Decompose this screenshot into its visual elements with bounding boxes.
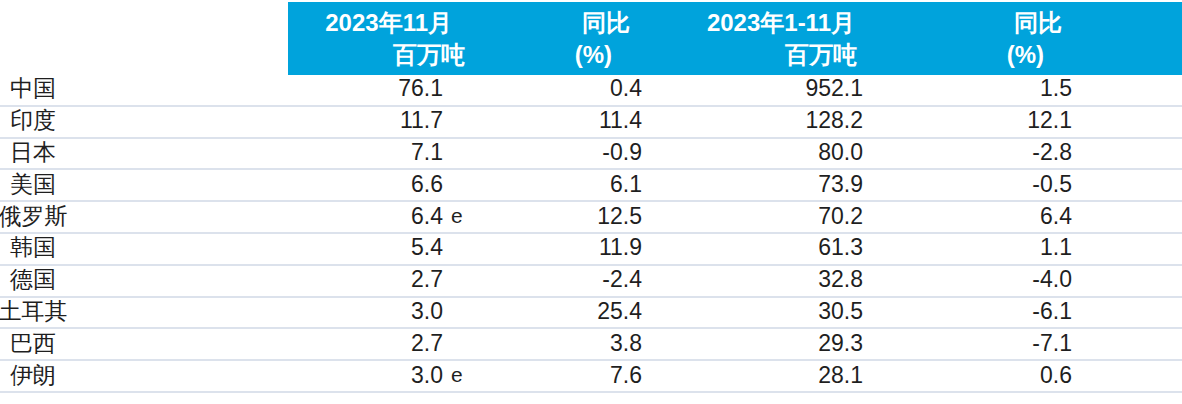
header-ytd-unit: 百万吨 bbox=[785, 41, 857, 69]
ytd-yoy-value: -4.0 bbox=[910, 266, 1072, 294]
country-label: 日本 bbox=[0, 139, 66, 167]
nov-yoy-value: -2.4 bbox=[480, 266, 642, 294]
ytd-mt-value: 32.8 bbox=[700, 266, 863, 294]
table-row-brazil: 巴西 2.7 3.8 29.3 -7.1 bbox=[0, 329, 1182, 361]
country-label: 巴西 bbox=[0, 329, 66, 357]
estimate-flag bbox=[451, 170, 475, 198]
estimate-flag bbox=[451, 75, 475, 103]
ytd-yoy-value: 12.1 bbox=[910, 107, 1072, 135]
nov-mt-value: 2.7 bbox=[280, 266, 443, 294]
estimate-flag bbox=[451, 234, 475, 262]
nov-mt-value: 5.4 bbox=[280, 234, 443, 262]
table-row-russia: 俄罗斯 6.4 e 12.5 70.2 6.4 bbox=[0, 202, 1182, 234]
ytd-mt-value: 73.9 bbox=[700, 170, 863, 198]
header-ytd-period: 2023年1-11月 bbox=[707, 9, 855, 37]
nov-mt-value: 2.7 bbox=[280, 329, 443, 357]
nov-yoy-value: 11.9 bbox=[480, 234, 642, 262]
header-nov-period: 2023年11月 bbox=[325, 9, 452, 37]
nov-yoy-value: 3.8 bbox=[480, 329, 642, 357]
country-label: 德国 bbox=[0, 266, 66, 294]
nov-yoy-value: -0.9 bbox=[480, 139, 642, 167]
estimate-flag bbox=[451, 329, 475, 357]
ytd-mt-value: 30.5 bbox=[700, 298, 863, 326]
estimate-flag bbox=[451, 266, 475, 294]
country-label: 印度 bbox=[0, 107, 66, 135]
table-row-japan: 日本 7.1 -0.9 80.0 -2.8 bbox=[0, 139, 1182, 171]
estimate-flag: e bbox=[451, 202, 475, 230]
estimate-flag: e bbox=[451, 361, 475, 389]
country-label: 土耳其 bbox=[0, 298, 66, 326]
header-ytd-yoy: 同比 bbox=[1014, 9, 1062, 37]
header-nov-unit: 百万吨 bbox=[393, 41, 465, 69]
country-label: 美国 bbox=[0, 170, 66, 198]
nov-mt-value: 76.1 bbox=[280, 75, 443, 103]
ytd-yoy-value: -7.1 bbox=[910, 329, 1072, 357]
estimate-flag bbox=[451, 298, 475, 326]
nov-mt-value: 6.6 bbox=[280, 170, 443, 198]
country-label: 韩国 bbox=[0, 234, 66, 262]
header-nov-yoy: 同比 bbox=[582, 9, 630, 37]
ytd-mt-value: 61.3 bbox=[700, 234, 863, 262]
table-row-china: 中国 76.1 0.4 952.1 1.5 bbox=[0, 75, 1182, 107]
header-ytd-yoy-unit: (%) bbox=[1007, 41, 1044, 69]
nov-mt-value: 6.4 bbox=[280, 202, 443, 230]
ytd-mt-value: 952.1 bbox=[700, 75, 863, 103]
table-row-iran: 伊朗 3.0 e 7.6 28.1 0.6 bbox=[0, 361, 1182, 393]
ytd-yoy-value: 1.1 bbox=[910, 234, 1072, 262]
nov-yoy-value: 12.5 bbox=[480, 202, 642, 230]
nov-yoy-value: 7.6 bbox=[480, 361, 642, 389]
nov-mt-value: 7.1 bbox=[280, 139, 443, 167]
table-header-band: 2023年11月 百万吨 同比 (%) 2023年1-11月 百万吨 同比 (%… bbox=[288, 2, 1182, 75]
country-label: 中国 bbox=[0, 75, 66, 103]
ytd-mt-value: 29.3 bbox=[700, 329, 863, 357]
nov-yoy-value: 25.4 bbox=[480, 298, 642, 326]
ytd-yoy-value: -2.8 bbox=[910, 139, 1072, 167]
table-row-india: 印度 11.7 11.4 128.2 12.1 bbox=[0, 107, 1182, 139]
nov-mt-value: 11.7 bbox=[280, 107, 443, 135]
table-row-germany: 德国 2.7 -2.4 32.8 -4.0 bbox=[0, 266, 1182, 298]
nov-yoy-value: 6.1 bbox=[480, 170, 642, 198]
nov-yoy-value: 0.4 bbox=[480, 75, 642, 103]
ytd-yoy-value: -6.1 bbox=[910, 298, 1072, 326]
header-nov-yoy-unit: (%) bbox=[575, 41, 612, 69]
estimate-flag bbox=[451, 139, 475, 167]
nov-mt-value: 3.0 bbox=[280, 298, 443, 326]
table-row-usa: 美国 6.6 6.1 73.9 -0.5 bbox=[0, 170, 1182, 202]
ytd-yoy-value: 1.5 bbox=[910, 75, 1072, 103]
country-label: 伊朗 bbox=[0, 361, 66, 389]
estimate-flag bbox=[451, 107, 475, 135]
ytd-mt-value: 28.1 bbox=[700, 361, 863, 389]
country-label: 俄罗斯 bbox=[0, 202, 66, 230]
table-row-turkey: 土耳其 3.0 25.4 30.5 -6.1 bbox=[0, 298, 1182, 330]
ytd-mt-value: 128.2 bbox=[700, 107, 863, 135]
ytd-yoy-value: 6.4 bbox=[910, 202, 1072, 230]
ytd-yoy-value: 0.6 bbox=[910, 361, 1072, 389]
nov-mt-value: 3.0 bbox=[280, 361, 443, 389]
ytd-yoy-value: -0.5 bbox=[910, 170, 1072, 198]
ytd-mt-value: 80.0 bbox=[700, 139, 863, 167]
ytd-mt-value: 70.2 bbox=[700, 202, 863, 230]
nov-yoy-value: 11.4 bbox=[480, 107, 642, 135]
table-body: 中国 76.1 0.4 952.1 1.5 印度 11.7 11.4 128.2… bbox=[0, 75, 1182, 393]
steel-production-table: 2023年11月 百万吨 同比 (%) 2023年1-11月 百万吨 同比 (%… bbox=[0, 0, 1182, 404]
table-row-southkorea: 韩国 5.4 11.9 61.3 1.1 bbox=[0, 234, 1182, 266]
